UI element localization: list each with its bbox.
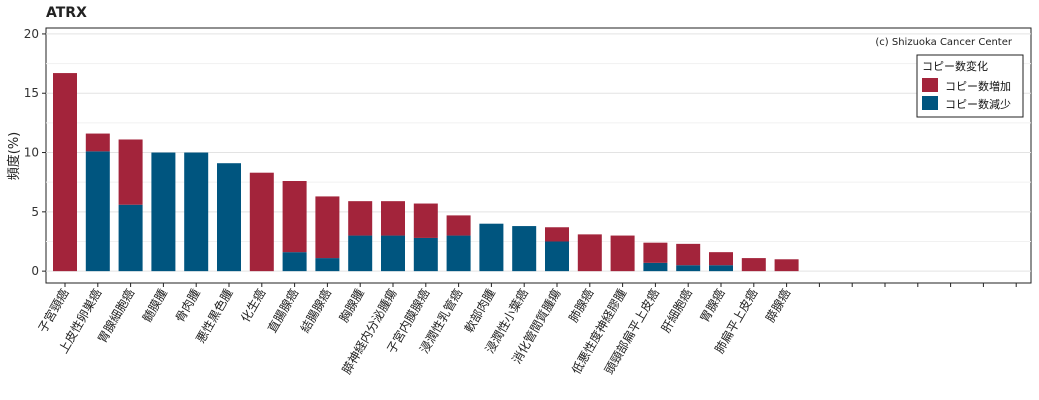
bar-gain bbox=[774, 259, 799, 272]
bar-gain bbox=[85, 133, 110, 152]
bar-gain bbox=[709, 252, 733, 266]
bar-gain bbox=[413, 203, 438, 238]
bar-gain bbox=[676, 243, 701, 266]
y-axis-label: 頻度(%) bbox=[6, 132, 22, 181]
legend-swatch-loss bbox=[922, 96, 938, 110]
x-tick-label: 化生癌 bbox=[237, 286, 268, 325]
legend: コピー数変化 コピー数増加 コピー数減少 bbox=[916, 54, 1024, 118]
bar-loss bbox=[676, 265, 701, 272]
bar-loss bbox=[545, 241, 569, 272]
x-tick-label: 胃腺癌 bbox=[697, 286, 728, 325]
bar-loss bbox=[85, 151, 110, 272]
bar-loss bbox=[118, 204, 143, 272]
bar-loss bbox=[315, 258, 340, 272]
bar-loss bbox=[709, 265, 733, 272]
chart-title: ATRX bbox=[46, 5, 87, 21]
y-tick-label: 15 bbox=[24, 86, 39, 100]
bar-gain bbox=[545, 227, 569, 242]
x-tick-label: 骨肉腫 bbox=[173, 287, 203, 325]
bar-loss bbox=[282, 252, 307, 272]
x-tick-label: 髄膜腫 bbox=[139, 286, 170, 325]
legend-label-loss: コピー数減少 bbox=[945, 97, 1011, 111]
bar-loss bbox=[348, 235, 373, 272]
bars bbox=[53, 73, 799, 272]
y-tick-label: 0 bbox=[31, 264, 39, 278]
bar-loss bbox=[381, 235, 405, 272]
bar-loss bbox=[512, 226, 537, 272]
bar-gain bbox=[446, 215, 471, 236]
x-tick-label: 肝細胞癌 bbox=[658, 286, 695, 335]
copyright-annotation: (c) Shizuoka Cancer Center bbox=[875, 37, 1013, 48]
bar-gain bbox=[249, 172, 274, 272]
bar-loss bbox=[184, 152, 209, 272]
bar-gain bbox=[53, 73, 77, 272]
gridlines bbox=[46, 33, 1031, 272]
y-tick-label: 20 bbox=[24, 27, 39, 41]
x-tick-label: 直腸腺癌 bbox=[264, 286, 301, 335]
x-tick-label: 子宮頸癌 bbox=[35, 286, 72, 335]
x-tick-label: 胸腺腫 bbox=[336, 286, 367, 325]
bar-loss bbox=[217, 163, 241, 272]
bar-gain bbox=[381, 201, 405, 236]
bar-loss bbox=[446, 235, 471, 272]
legend-label-gain: コピー数増加 bbox=[945, 80, 1011, 93]
bar-gain bbox=[643, 242, 668, 263]
x-tick-label: 膵腺癌 bbox=[762, 286, 793, 325]
bar-gain bbox=[610, 235, 635, 272]
bar-gain bbox=[741, 258, 766, 272]
bar-loss bbox=[643, 262, 668, 272]
x-axis-ticks bbox=[64, 283, 1017, 287]
bar-gain bbox=[315, 196, 340, 259]
bar-gain bbox=[348, 201, 373, 236]
x-tick-label: 軟部肉腫 bbox=[461, 286, 498, 335]
bar-gain bbox=[577, 234, 602, 272]
x-tick-label: 結腸腺癌 bbox=[297, 286, 334, 335]
x-tick-label: 肺腺癌 bbox=[565, 286, 596, 325]
y-tick-label: 5 bbox=[31, 205, 39, 219]
y-tick-label: 10 bbox=[24, 146, 39, 160]
bar-loss bbox=[413, 237, 438, 272]
y-axis-ticks: 0 5 10 15 20 bbox=[24, 27, 46, 278]
plot-area bbox=[45, 27, 1032, 284]
bar-gain bbox=[282, 181, 307, 253]
legend-title: コピー数変化 bbox=[922, 59, 988, 73]
bar-loss bbox=[151, 152, 176, 272]
bar-loss bbox=[479, 223, 504, 272]
bar-gain bbox=[118, 139, 143, 205]
legend-swatch-gain bbox=[922, 78, 938, 92]
